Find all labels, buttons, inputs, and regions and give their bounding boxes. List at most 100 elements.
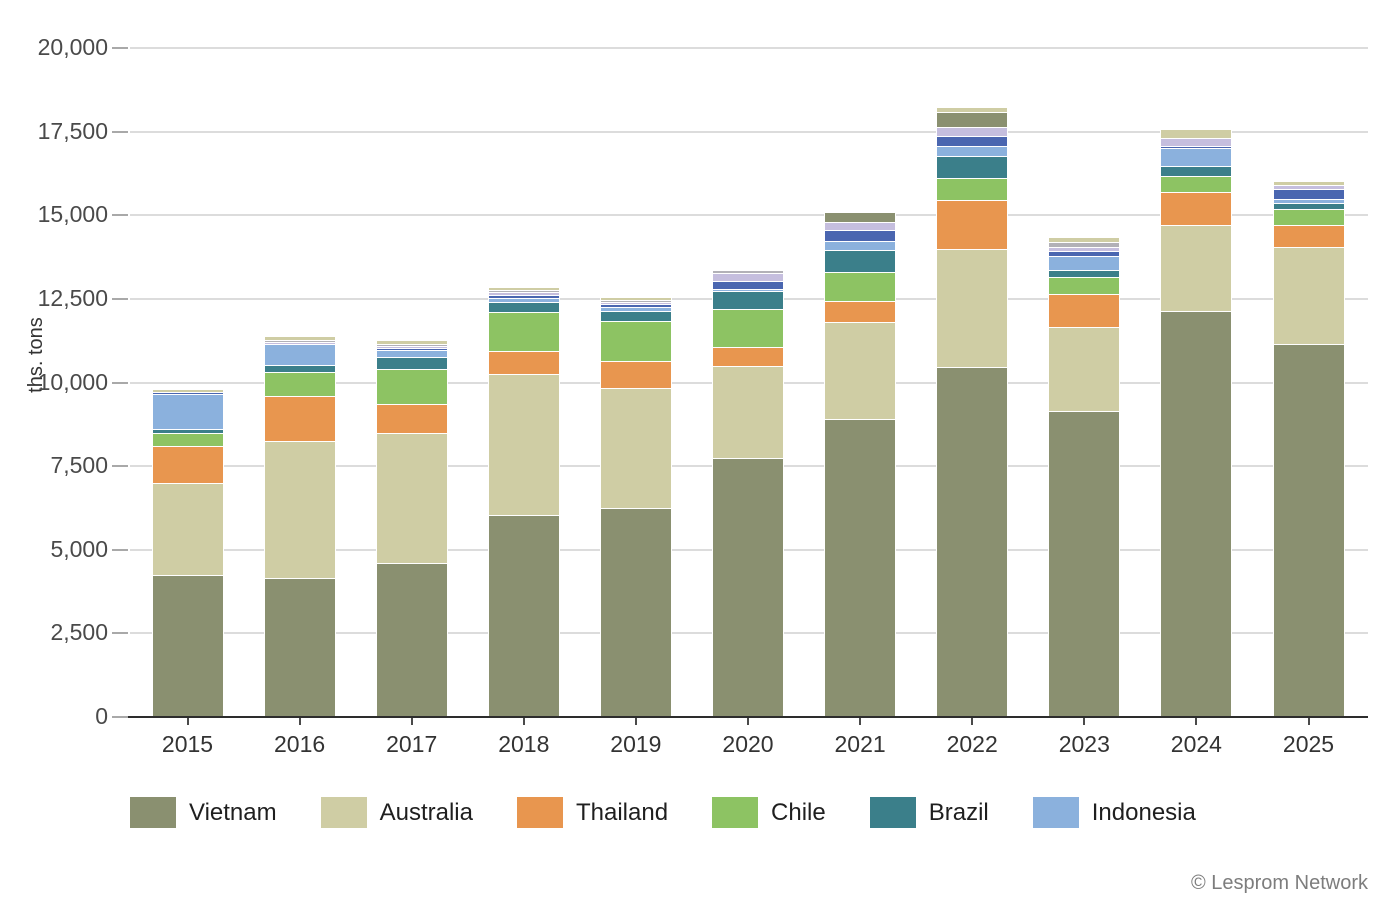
bar-segment-thailand-2016[interactable] [264, 395, 335, 442]
bar-segment-other-1-2021[interactable] [825, 230, 896, 242]
bar-segment-other-5-2022[interactable] [937, 108, 1008, 112]
bar-segment-australia-2018[interactable] [488, 374, 559, 515]
bar-segment-other-5-2016[interactable] [264, 337, 335, 340]
bar-segment-other-1-2018[interactable] [488, 295, 559, 299]
bar-segment-vietnam-2019[interactable] [600, 507, 671, 717]
bar-segment-chile-2018[interactable] [488, 312, 559, 351]
bar-segment-other-1-2024[interactable] [1161, 146, 1232, 149]
bar-segment-thailand-2025[interactable] [1273, 225, 1344, 248]
bar-segment-brazil-2023[interactable] [1049, 269, 1120, 278]
legend-item-vietnam[interactable]: Vietnam [130, 797, 277, 828]
bar-segment-chile-2020[interactable] [713, 308, 783, 348]
bar-segment-vietnam-2016[interactable] [264, 578, 335, 717]
bar-segment-other-3-2016[interactable] [264, 339, 335, 342]
bar-segment-other-3-2018[interactable] [488, 289, 559, 292]
bar-segment-indonesia-2018[interactable] [488, 298, 559, 303]
bar-segment-other-1-2023[interactable] [1049, 251, 1120, 257]
bar-segment-other-2-2021[interactable] [825, 222, 896, 231]
bar-segment-other-5-2017[interactable] [376, 340, 447, 345]
bar-segment-australia-2025[interactable] [1273, 247, 1344, 345]
bar-segment-other-5-2018[interactable] [488, 287, 559, 290]
bar-segment-australia-2023[interactable] [1049, 327, 1120, 411]
bar-segment-indonesia-2023[interactable] [1049, 256, 1120, 270]
bar-segment-indonesia-2019[interactable] [600, 307, 671, 311]
bar-segment-chile-2016[interactable] [264, 372, 335, 396]
bar-segment-other-3-2023[interactable] [1049, 242, 1120, 248]
legend-item-chile[interactable]: Chile [712, 797, 826, 828]
bar-segment-indonesia-2024[interactable] [1161, 148, 1232, 167]
bar-segment-other-4-2022[interactable] [937, 111, 1008, 127]
bar-segment-vietnam-2025[interactable] [1273, 344, 1344, 717]
bar-segment-australia-2016[interactable] [264, 441, 335, 579]
bar-segment-other-5-2023[interactable] [1049, 238, 1120, 243]
bar-segment-australia-2015[interactable] [152, 482, 223, 575]
bar-segment-brazil-2017[interactable] [376, 357, 447, 370]
bar-segment-indonesia-2021[interactable] [825, 241, 896, 251]
bar-segment-other-1-2019[interactable] [600, 304, 671, 308]
bar-segment-chile-2021[interactable] [825, 272, 896, 301]
bar-segment-thailand-2018[interactable] [488, 350, 559, 375]
legend-item-australia[interactable]: Australia [320, 797, 473, 828]
bar-segment-thailand-2019[interactable] [600, 360, 671, 388]
bar-segment-thailand-2020[interactable] [713, 347, 783, 366]
legend-item-indonesia[interactable]: Indonesia [1032, 797, 1196, 828]
bar-segment-other-1-2022[interactable] [937, 135, 1008, 147]
bar-segment-brazil-2015[interactable] [152, 429, 223, 433]
bar-segment-chile-2019[interactable] [600, 320, 671, 361]
bar-segment-other-2-2022[interactable] [937, 126, 1008, 136]
bar-segment-vietnam-2018[interactable] [488, 514, 559, 717]
bar-segment-brazil-2020[interactable] [713, 290, 783, 309]
bar-segment-other-2-2024[interactable] [1161, 138, 1232, 147]
bar-segment-other-2-2019[interactable] [600, 302, 671, 305]
bar-segment-brazil-2025[interactable] [1273, 202, 1344, 209]
bar-segment-other-3-2017[interactable] [376, 344, 447, 347]
bar-segment-australia-2017[interactable] [376, 432, 447, 564]
bar-segment-other-1-2020[interactable] [713, 281, 783, 289]
bar-segment-vietnam-2023[interactable] [1049, 410, 1120, 717]
bar-segment-other-2-2020[interactable] [713, 273, 783, 282]
bar-segment-other-2-2017[interactable] [376, 346, 447, 349]
bar-segment-vietnam-2024[interactable] [1161, 310, 1232, 717]
bar-segment-australia-2024[interactable] [1161, 225, 1232, 311]
bar-segment-thailand-2015[interactable] [152, 446, 223, 483]
bar-segment-brazil-2022[interactable] [937, 155, 1008, 179]
bar-segment-indonesia-2016[interactable] [264, 344, 335, 366]
bar-segment-brazil-2024[interactable] [1161, 166, 1232, 177]
bar-segment-other-5-2019[interactable] [600, 298, 671, 301]
bar-segment-vietnam-2017[interactable] [376, 563, 447, 717]
bar-segment-indonesia-2017[interactable] [376, 350, 447, 358]
bar-segment-vietnam-2015[interactable] [152, 574, 223, 717]
bar-segment-chile-2024[interactable] [1161, 176, 1232, 192]
bar-segment-chile-2023[interactable] [1049, 277, 1120, 294]
bar-segment-chile-2015[interactable] [152, 432, 223, 447]
bar-segment-indonesia-2015[interactable] [152, 394, 223, 430]
bar-segment-australia-2020[interactable] [713, 365, 783, 458]
bar-segment-brazil-2018[interactable] [488, 302, 559, 313]
bar-segment-other-3-2020[interactable] [713, 271, 783, 274]
bar-segment-thailand-2022[interactable] [937, 200, 1008, 249]
bar-segment-australia-2019[interactable] [600, 387, 671, 508]
bar-segment-indonesia-2025[interactable] [1273, 198, 1344, 203]
bar-segment-vietnam-2021[interactable] [825, 419, 896, 717]
bar-segment-brazil-2021[interactable] [825, 250, 896, 273]
bar-segment-other-4-2021[interactable] [825, 213, 896, 223]
legend-item-brazil[interactable]: Brazil [869, 797, 989, 828]
bar-segment-thailand-2024[interactable] [1161, 191, 1232, 226]
bar-segment-other-2-2018[interactable] [488, 291, 559, 296]
bar-segment-thailand-2017[interactable] [376, 404, 447, 433]
bar-segment-other-2-2016[interactable] [264, 341, 335, 345]
bar-segment-chile-2017[interactable] [376, 369, 447, 405]
bar-segment-indonesia-2022[interactable] [937, 146, 1008, 156]
bar-segment-other-1-2015[interactable] [152, 392, 223, 395]
bar-segment-brazil-2016[interactable] [264, 365, 335, 373]
bar-segment-chile-2025[interactable] [1273, 208, 1344, 226]
bar-segment-australia-2021[interactable] [825, 322, 896, 420]
bar-segment-indonesia-2020[interactable] [713, 288, 783, 291]
bar-segment-australia-2022[interactable] [937, 248, 1008, 368]
bar-segment-vietnam-2020[interactable] [713, 457, 783, 717]
bar-segment-other-3-2019[interactable] [600, 300, 671, 303]
bar-segment-vietnam-2022[interactable] [937, 367, 1008, 717]
bar-segment-chile-2022[interactable] [937, 178, 1008, 201]
bar-segment-other-2-2025[interactable] [1273, 185, 1344, 189]
bar-segment-thailand-2023[interactable] [1049, 293, 1120, 328]
